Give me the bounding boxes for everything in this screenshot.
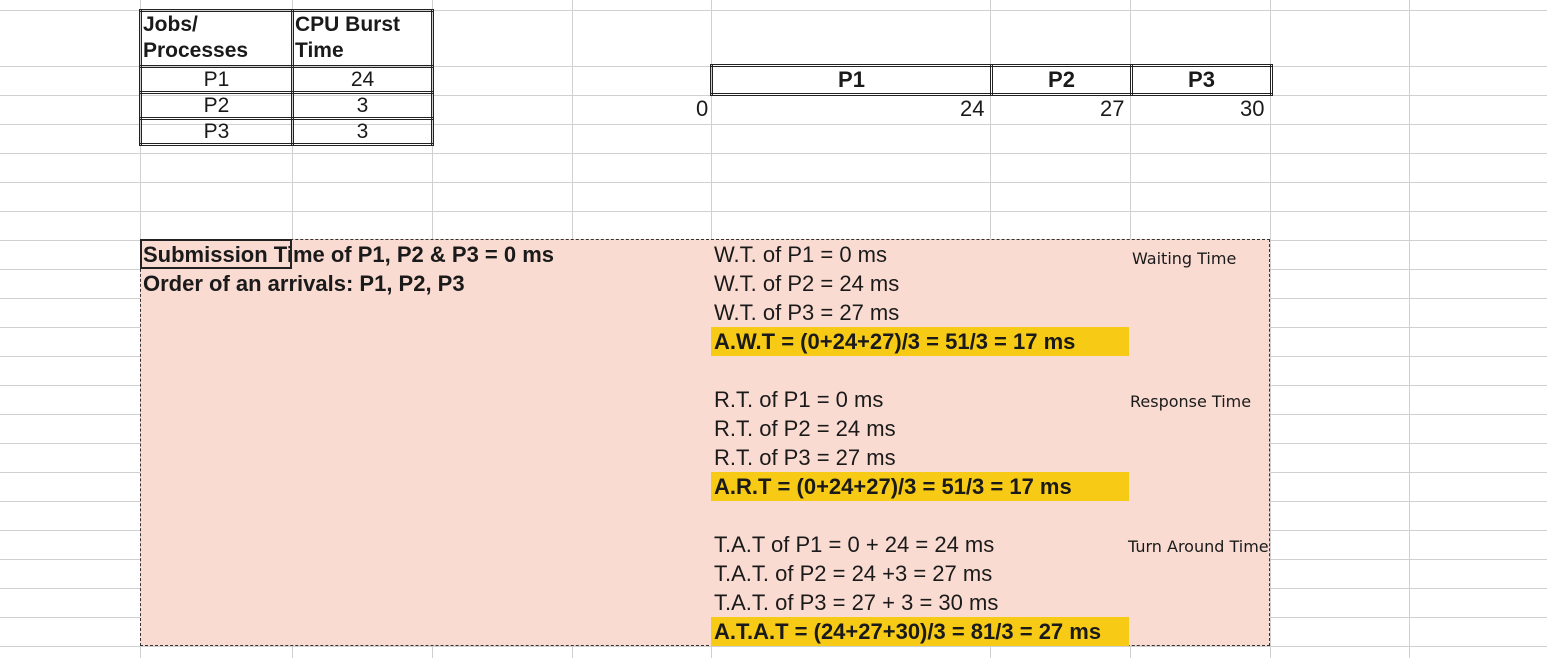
jobs-table: Jobs/ Processes CPU Burst Time P1 24 P2 … — [139, 9, 434, 146]
rt-line[interactable]: R.T. of P3 = 27 ms — [714, 445, 896, 470]
wt-line[interactable]: W.T. of P1 = 0 ms — [714, 242, 888, 267]
wt-line[interactable]: W.T. of P3 = 27 ms — [714, 300, 900, 325]
response-time-label[interactable]: Response Time — [1130, 392, 1252, 411]
gantt-block-p3[interactable]: P3 — [1130, 64, 1273, 96]
gantt-tick[interactable]: 24 — [960, 96, 985, 121]
gantt-block-p2[interactable]: P2 — [990, 64, 1133, 96]
gantt-chart: P1 P2 P3 — [710, 64, 1273, 96]
header-burst[interactable]: CPU Burst Time — [291, 9, 434, 68]
rt-line[interactable]: R.T. of P1 = 0 ms — [714, 387, 884, 412]
waiting-time-label[interactable]: Waiting Time — [1132, 249, 1237, 268]
cell-cursor — [140, 239, 292, 269]
art-result[interactable]: A.R.T = (0+24+27)/3 = 51/3 = 17 ms — [711, 472, 1129, 501]
process-cell[interactable]: P1 — [139, 65, 294, 94]
gantt-block-p1[interactable]: P1 — [710, 64, 993, 96]
order-note[interactable]: Order of an arrivals: P1, P2, P3 — [143, 271, 465, 296]
gantt-tick[interactable]: 0 — [696, 96, 709, 121]
header-jobs[interactable]: Jobs/ Processes — [139, 9, 294, 68]
burst-cell[interactable]: 3 — [291, 117, 434, 146]
submission-note[interactable]: Submission Time of P1, P2 & P3 = 0 ms — [143, 242, 555, 267]
tat-line[interactable]: T.A.T of P1 = 0 + 24 = 24 ms — [714, 532, 995, 557]
tat-line[interactable]: T.A.T. of P2 = 24 +3 = 27 ms — [714, 561, 993, 586]
gantt-tick[interactable]: 27 — [1100, 96, 1125, 121]
awt-result[interactable]: A.W.T = (0+24+27)/3 = 51/3 = 17 ms — [711, 327, 1129, 356]
highlighted-range[interactable] — [140, 239, 1270, 646]
process-cell[interactable]: P2 — [139, 91, 294, 120]
turnaround-time-label[interactable]: Turn Around Time — [1128, 537, 1269, 556]
gantt-tick[interactable]: 30 — [1240, 96, 1265, 121]
tat-line[interactable]: T.A.T. of P3 = 27 + 3 = 30 ms — [714, 590, 999, 615]
wt-line[interactable]: W.T. of P2 = 24 ms — [714, 271, 900, 296]
process-cell[interactable]: P3 — [139, 117, 294, 146]
rt-line[interactable]: R.T. of P2 = 24 ms — [714, 416, 896, 441]
burst-cell[interactable]: 3 — [291, 91, 434, 120]
burst-cell[interactable]: 24 — [291, 65, 434, 94]
atat-result[interactable]: A.T.A.T = (24+27+30)/3 = 81/3 = 27 ms — [711, 617, 1129, 646]
